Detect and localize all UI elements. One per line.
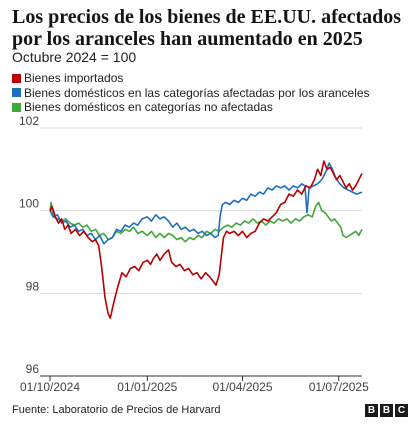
y-tick-label: 100	[19, 197, 39, 211]
chart-legend: Bienes importados Bienes domésticos en l…	[12, 71, 370, 115]
y-tick-label: 96	[26, 362, 40, 376]
legend-label-imported: Bienes importados	[24, 71, 124, 86]
legend-swatch-domestic-affected	[12, 88, 21, 98]
y-tick-label: 98	[26, 279, 40, 293]
x-tick-label: 01/01/2025	[117, 380, 177, 394]
bbc-logo-letter: B	[380, 404, 393, 417]
source-note: Fuente: Laboratorio de Precios de Harvar…	[12, 404, 221, 416]
legend-item-domestic-unaffected: Bienes domésticos en categorías no afect…	[12, 100, 370, 115]
legend-item-imported: Bienes importados	[12, 71, 370, 86]
legend-label-domestic-unaffected: Bienes domésticos en categorías no afect…	[24, 100, 273, 115]
legend-label-domestic-affected: Bienes domésticos en las categorías afec…	[24, 85, 370, 100]
series-line-imported	[49, 160, 363, 319]
chart-title: Los precios de los bienes de EE.UU. afec…	[12, 6, 402, 50]
y-tick-label: 102	[19, 114, 39, 128]
x-tick-label: 01/07/2025	[309, 380, 369, 394]
bbc-logo: B B C	[365, 404, 408, 417]
x-tick-label: 01/10/2024	[20, 380, 80, 394]
x-tick-label: 01/04/2025	[212, 380, 272, 394]
legend-swatch-domestic-unaffected	[12, 102, 21, 112]
legend-item-domestic-affected: Bienes domésticos en las categorías afec…	[12, 86, 370, 101]
chart-subtitle: Octubre 2024 = 100	[12, 49, 137, 65]
bbc-logo-letter: B	[365, 404, 378, 417]
bbc-logo-letter: C	[395, 404, 408, 417]
legend-swatch-imported	[12, 73, 21, 83]
